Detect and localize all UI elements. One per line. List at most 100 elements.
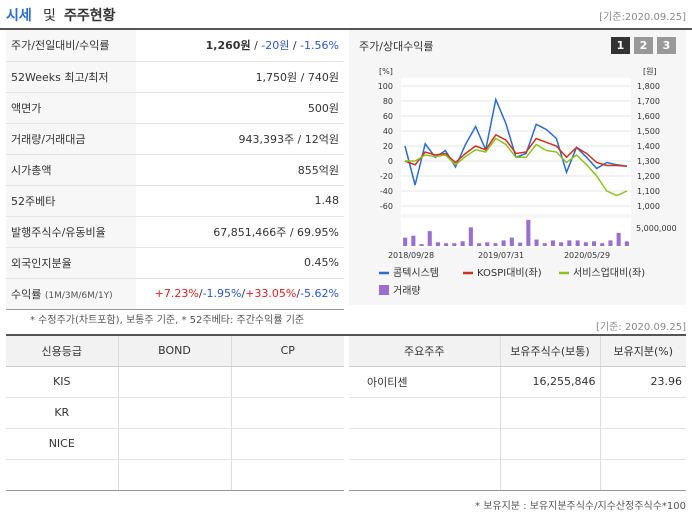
volume-bar (624, 241, 629, 246)
table-row: 52Weeks 최고/최저 1,750원 / 740원 (6, 61, 344, 93)
separator: / (296, 287, 301, 300)
cp-rating (231, 428, 344, 460)
volume-area (401, 218, 631, 248)
volume-bar (485, 242, 490, 246)
column-header: CP (231, 336, 344, 367)
row-label: 52Weeks 최고/최저 (6, 61, 136, 93)
row-value: 1,750원 / 740원 (136, 61, 344, 93)
return-1y: -5.62% (300, 287, 339, 300)
return-3m: -1.95% (202, 287, 242, 300)
section-title-shareholders: 주주현황 (64, 8, 116, 24)
holder-pct: 23.96 (600, 366, 686, 398)
tab-3[interactable]: 3 (657, 37, 676, 54)
legend-label: 콤텍시스템 (393, 267, 439, 279)
volume-bar (575, 240, 580, 246)
section-divider (6, 334, 686, 336)
right-tick-label: 1,800 (637, 82, 660, 91)
table-row: 액면가 500원 (6, 92, 344, 124)
legend-label: 서비스업대비(좌) (573, 266, 645, 279)
row-value: 0.45% (136, 247, 344, 279)
volume-bar (559, 242, 564, 246)
volume-bar (403, 237, 408, 246)
volume-bar (411, 235, 416, 246)
volume-bar (592, 241, 597, 246)
holder-shares (500, 459, 601, 491)
holder-name: 아이티센 (349, 366, 501, 398)
row-value: 67,851,466주 / 69.95% (136, 216, 344, 248)
price-change: -20원 (261, 39, 290, 53)
holders-footnote: * 보유지분 : 보유지분주식수/지수산정주식수*100 (475, 501, 686, 512)
column-header: BOND (118, 336, 232, 367)
section-title-price: 시세 (6, 8, 32, 24)
section-title-conj: 및 (43, 8, 56, 24)
volume-bar (460, 241, 465, 246)
table-row: KIS (6, 366, 344, 398)
table-row: NICE (6, 428, 344, 460)
row-label: 액면가 (6, 92, 136, 124)
column-header: 보유지분(%) (600, 336, 686, 367)
volume-bar (583, 242, 588, 246)
left-tick-label: 60 (383, 112, 393, 121)
price-value: 1,260원 / -20원 / -1.56% (136, 30, 344, 62)
header-divider (0, 28, 692, 30)
table-row: 수익률 (1M/3M/6M/1Y) +7.23%/-1.95%/+33.05%/… (6, 278, 344, 310)
right-tick-label: 1,000 (637, 202, 660, 211)
volume-bar (550, 240, 555, 246)
left-tick-label: -40 (380, 187, 393, 196)
holder-name (349, 428, 501, 460)
return-label: 수익률 (11, 287, 42, 301)
holder-pct (600, 397, 686, 429)
bond-rating (118, 397, 232, 429)
table-row (6, 459, 344, 491)
x-tick-label: 2018/09/28 (388, 251, 434, 260)
left-tick-label: 40 (383, 127, 393, 136)
volume-bar (616, 232, 621, 246)
left-tick-label: -20 (380, 172, 393, 181)
legend-swatch (379, 285, 389, 295)
volume-bar (509, 237, 514, 246)
row-label: 수익률 (1M/3M/6M/1Y) (6, 278, 136, 310)
row-value: 500원 (136, 92, 344, 124)
volume-bar (526, 219, 531, 246)
cp-rating (231, 459, 344, 491)
table-row: 52주베타 1.48 (6, 185, 344, 217)
tab-1[interactable]: 1 (611, 37, 630, 54)
left-axis-unit: [%] (379, 67, 393, 76)
legend-label: KOSPI대비(좌) (477, 267, 542, 279)
volume-bar (542, 243, 547, 246)
base-date: [기준:2020.09.25] (599, 12, 686, 23)
table-row: 주가/전일대비/수익률 1,260원 / -20원 / -1.56% (6, 30, 344, 62)
row-label: 발행주식수/유동비율 (6, 216, 136, 248)
returns-value: +7.23%/-1.95%/+33.05%/-5.62% (136, 278, 344, 310)
volume-bar (501, 240, 506, 246)
tab-2[interactable]: 2 (634, 37, 653, 54)
volume-bar (452, 243, 457, 246)
credit-rating-table: 신용등급 BOND CP KIS KR NICE (6, 336, 344, 491)
column-header: 보유주식수(보통) (500, 336, 601, 367)
left-tick-label: 80 (383, 97, 393, 106)
volume-bar (468, 227, 473, 246)
footnote: * 수정주가(차트포함), 보통주 기준, * 52주베타: 주간수익률 기준 (30, 315, 305, 326)
table-row: 아이티센 16,255,846 23.96 (349, 366, 686, 398)
row-label: 외국인지분율 (6, 247, 136, 279)
row-label: 거래량/거래대금 (6, 123, 136, 155)
major-shareholders-table: 주요주주 보유주식수(보통) 보유지분(%) 아이티센 16,255,846 23.… (349, 336, 686, 491)
volume-bar (600, 243, 605, 246)
legend-label: 거래량 (393, 285, 421, 297)
table-row (349, 428, 686, 460)
row-value: 1.48 (136, 185, 344, 217)
left-tick-label: 20 (383, 142, 393, 151)
return-6m: +33.05% (245, 287, 297, 300)
separator: / (198, 287, 203, 300)
volume-bar (419, 244, 424, 246)
volume-bar (534, 239, 539, 246)
column-header: 신용등급 (6, 336, 119, 367)
rating-agency (6, 459, 119, 491)
right-tick-label: 1,700 (637, 97, 660, 106)
return-periods: (1M/3M/6M/1Y) (44, 290, 113, 301)
rating-agency: NICE (6, 428, 119, 460)
volume-bar (427, 231, 432, 246)
return-1m: +7.23% (154, 287, 199, 300)
holder-name (349, 459, 501, 491)
right-tick-label: 1,200 (637, 172, 660, 181)
